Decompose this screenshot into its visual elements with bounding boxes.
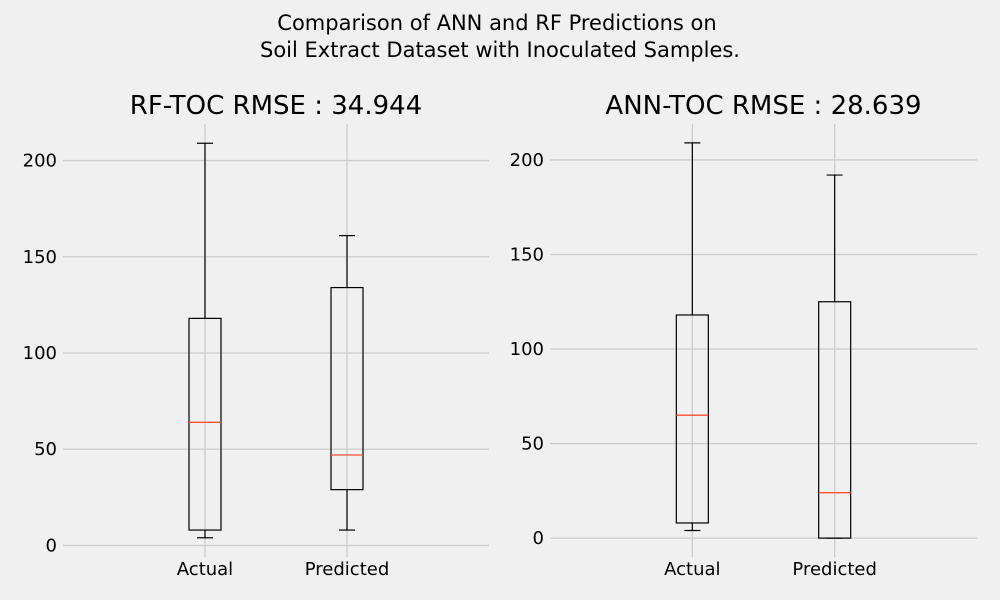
y-tick-label: 100 (510, 339, 544, 360)
y-tick-label: 100 (23, 343, 57, 364)
figure-title-line-1: Comparison of ANN and RF Predictions on (277, 11, 716, 35)
chart-rf: RF-TOC RMSE : 34.944 0 50 100 150 200 Actual Pr… (23, 91, 489, 580)
figure-title-line-2: Soil Extract Dataset with Inoculated Sam… (260, 38, 740, 62)
x-tick-label: Actual (664, 559, 720, 580)
box-actual (188, 317, 222, 531)
box-actual (675, 314, 709, 524)
x-tick-label: Actual (177, 559, 233, 580)
chart-title: ANN-TOC RMSE : 28.639 (605, 91, 921, 121)
box-predicted (818, 301, 852, 539)
y-tick-label: 50 (34, 439, 57, 460)
y-tick-label: 50 (521, 434, 544, 455)
y-tick-label: 200 (23, 151, 57, 172)
chart-ann: ANN-TOC RMSE : 28.639 0 50 100 150 200 Actual P… (510, 91, 977, 580)
x-tick-label: Predicted (305, 559, 390, 580)
y-tick-label: 0 (46, 535, 57, 556)
y-tick-label: 150 (23, 247, 57, 268)
y-tick-label: 0 (533, 528, 544, 549)
y-tick-label: 200 (510, 150, 544, 171)
x-tick-label: Predicted (792, 559, 877, 580)
y-tick-label: 150 (510, 244, 544, 265)
chart-title: RF-TOC RMSE : 34.944 (130, 91, 422, 121)
box-predicted (330, 286, 364, 491)
